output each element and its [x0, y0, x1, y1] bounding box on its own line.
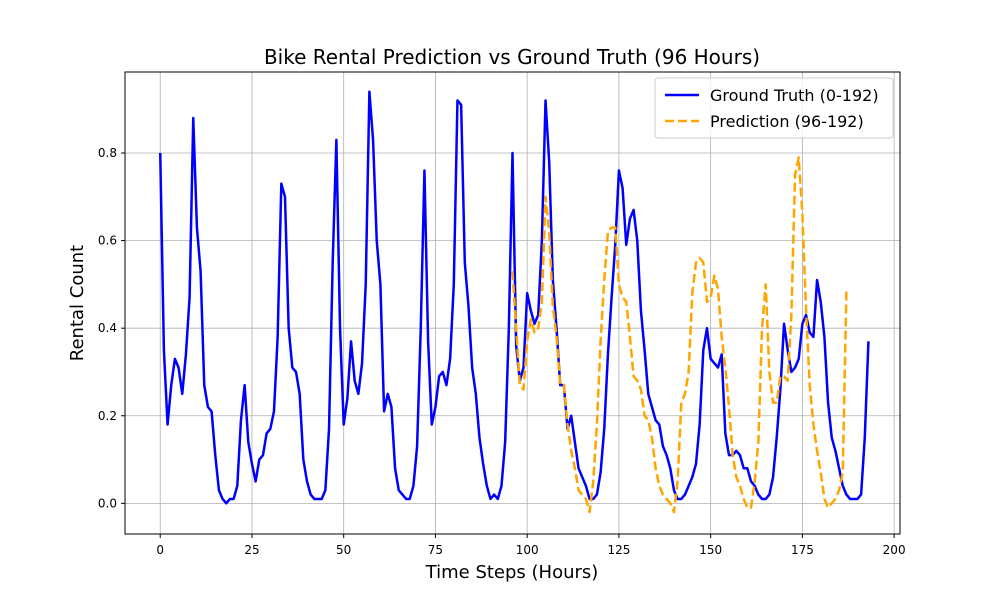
x-tick-label: 25	[244, 543, 259, 557]
legend-label-ground-truth: Ground Truth (0-192)	[710, 86, 879, 105]
legend-label-prediction: Prediction (96-192)	[710, 112, 864, 131]
series-layer	[158, 90, 870, 514]
y-tick-label: 0.6	[98, 234, 117, 248]
x-tick-label: 175	[791, 543, 814, 557]
y-axis-label: Rental Count	[67, 245, 88, 361]
series-line-ground-truth	[158, 90, 870, 505]
y-tick-label: 0.4	[98, 321, 117, 335]
x-axis-label: Time Steps (Hours)	[425, 562, 599, 583]
x-tick-label: 50	[336, 543, 351, 557]
series-line-prediction	[511, 156, 848, 514]
legend-box	[654, 77, 894, 139]
x-tick-label: 0	[156, 543, 164, 557]
chart-title: Bike Rental Prediction vs Ground Truth (…	[264, 45, 760, 69]
plot-frame	[124, 71, 901, 535]
x-tick-label: 125	[607, 543, 630, 557]
x-tick-label: 150	[699, 543, 722, 557]
y-tick-label: 0.2	[98, 409, 117, 423]
x-tick-label: 75	[428, 543, 443, 557]
x-tick-label: 200	[883, 543, 906, 557]
y-tick-label: 0.8	[98, 146, 117, 160]
tick-layer: 0 25 50 75 100 125 150 175 200 0.0 0.2 0.4 0.6 0.8	[98, 146, 906, 557]
x-tick-label: 100	[516, 543, 539, 557]
legend: Ground Truth (0-192) Prediction (96-192)	[654, 77, 894, 139]
y-tick-label: 0.0	[98, 496, 117, 510]
